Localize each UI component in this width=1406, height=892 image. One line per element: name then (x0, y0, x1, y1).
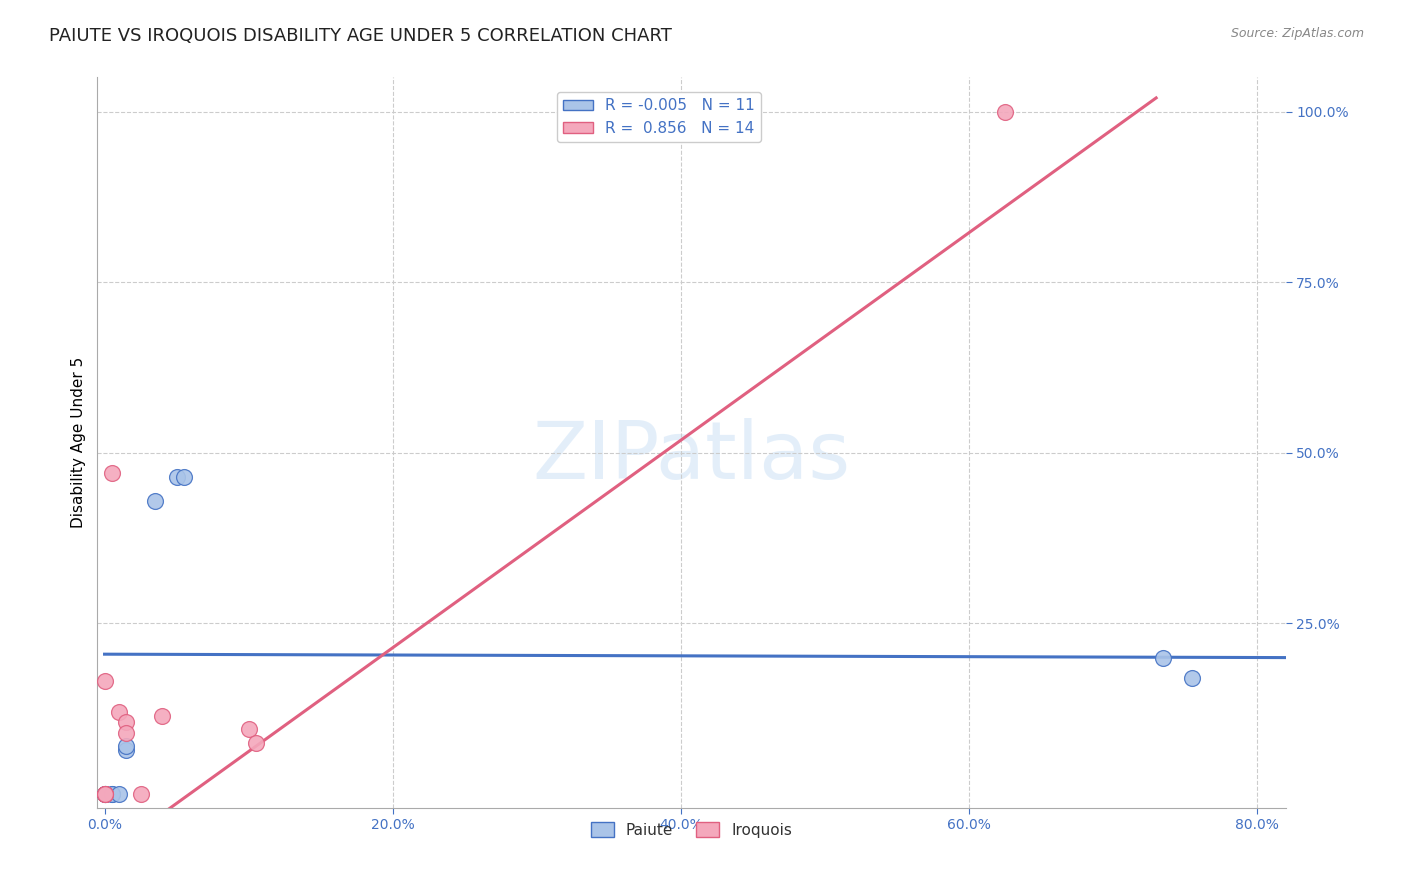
Point (93, 787, 115, 801)
Point (150, 708, 173, 723)
Point (108, 705, 131, 719)
Y-axis label: Disability Age Under 5: Disability Age Under 5 (72, 357, 86, 528)
Point (93, 787, 115, 801)
Point (100, 787, 122, 801)
Point (115, 743, 138, 757)
Point (115, 715, 138, 730)
Point (166, 469, 188, 483)
Point (93, 674, 115, 689)
Point (100, 787, 122, 801)
Text: Source: ZipAtlas.com: Source: ZipAtlas.com (1230, 27, 1364, 40)
Point (1152, 650, 1174, 665)
Point (143, 493, 166, 508)
Point (173, 469, 195, 483)
Point (108, 787, 131, 801)
Point (238, 723, 260, 737)
Point (93, 787, 115, 801)
Point (129, 787, 152, 801)
Point (93, 787, 115, 801)
Point (1181, 671, 1204, 685)
Point (93, 787, 115, 801)
Point (93, 787, 115, 801)
Point (115, 725, 138, 739)
Point (245, 736, 267, 750)
Point (93, 787, 115, 801)
Text: PAIUTE VS IROQUOIS DISABILITY AGE UNDER 5 CORRELATION CHART: PAIUTE VS IROQUOIS DISABILITY AGE UNDER … (49, 27, 672, 45)
Legend: Paiute, Iroquois: Paiute, Iroquois (585, 815, 799, 844)
Point (994, 104, 1017, 119)
Point (115, 739, 138, 754)
Point (100, 467, 122, 481)
Text: ZIPatlas: ZIPatlas (533, 418, 851, 496)
